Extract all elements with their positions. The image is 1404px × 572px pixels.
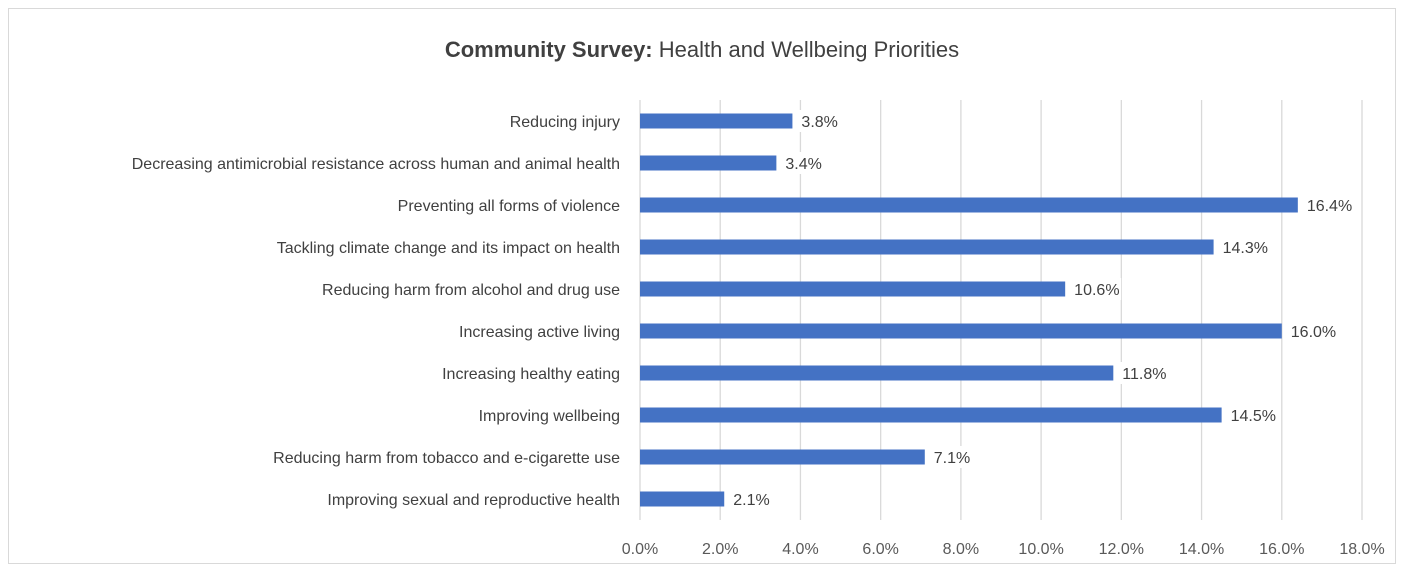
category-label: Improving sexual and reproductive health bbox=[327, 492, 620, 509]
data-label: 2.1% bbox=[733, 492, 769, 509]
category-label: Preventing all forms of violence bbox=[398, 198, 620, 215]
category-label: Reducing harm from tobacco and e-cigaret… bbox=[273, 450, 620, 467]
data-label: 10.6% bbox=[1074, 282, 1119, 299]
x-tick-label: 18.0% bbox=[1339, 541, 1384, 558]
category-label: Tackling climate change and its impact o… bbox=[277, 240, 620, 257]
chart-title-rest: Health and Wellbeing Priorities bbox=[652, 37, 960, 62]
category-label: Reducing harm from alcohol and drug use bbox=[322, 282, 620, 299]
chart-title: Community Survey: Health and Wellbeing P… bbox=[0, 37, 1404, 63]
chart-title-bold: Community Survey: bbox=[444, 37, 653, 62]
x-tick-label: 4.0% bbox=[782, 541, 818, 558]
bar bbox=[640, 323, 1282, 339]
x-tick-labels: 0.0% 2.0% 4.0% 6.0% 8.0% 10.0% 12.0% 14.0% 16.0%… bbox=[622, 541, 1385, 558]
data-labels: 3.8% 3.4% 16.4% 14.3% 10.6% 16.0% 11.8% 14.5% 7.… bbox=[727, 110, 1354, 510]
data-label-bg bbox=[1216, 236, 1270, 258]
bar bbox=[640, 113, 793, 129]
data-label: 7.1% bbox=[934, 450, 970, 467]
data-label-bg bbox=[927, 446, 972, 468]
x-tick-label: 2.0% bbox=[702, 541, 738, 558]
data-label-bg bbox=[1116, 362, 1170, 384]
bar bbox=[640, 197, 1298, 213]
category-label: Increasing active living bbox=[459, 324, 620, 341]
category-label: Reducing injury bbox=[510, 114, 620, 131]
bar bbox=[640, 449, 925, 465]
x-tick-label: 16.0% bbox=[1259, 541, 1304, 558]
data-label-bg bbox=[1300, 194, 1354, 216]
data-label: 16.4% bbox=[1307, 198, 1352, 215]
category-labels: Reducing injury Decreasing antimicrobial … bbox=[132, 114, 620, 509]
data-label: 14.3% bbox=[1223, 240, 1268, 257]
data-label-bg bbox=[779, 152, 824, 174]
data-label: 14.5% bbox=[1231, 408, 1276, 425]
data-label-bg bbox=[727, 488, 772, 510]
x-tick-label: 0.0% bbox=[622, 541, 658, 558]
data-label: 11.8% bbox=[1122, 366, 1166, 383]
data-label-bg bbox=[1284, 320, 1338, 342]
category-label: Increasing healthy eating bbox=[442, 366, 620, 383]
x-tick-label: 8.0% bbox=[943, 541, 979, 558]
data-label-bg bbox=[1068, 278, 1122, 300]
bar bbox=[640, 407, 1222, 423]
bar bbox=[640, 239, 1214, 255]
bars bbox=[640, 113, 1298, 507]
bar bbox=[640, 155, 777, 171]
data-label-bg bbox=[1224, 404, 1278, 426]
data-label: 3.8% bbox=[801, 114, 837, 131]
data-label: 3.4% bbox=[785, 156, 821, 173]
x-tick-label: 10.0% bbox=[1018, 541, 1063, 558]
bar bbox=[640, 365, 1114, 381]
x-tick-label: 14.0% bbox=[1179, 541, 1224, 558]
category-label: Decreasing antimicrobial resistance acro… bbox=[132, 156, 620, 173]
data-label: 16.0% bbox=[1291, 324, 1336, 341]
x-tick-label: 6.0% bbox=[862, 541, 898, 558]
data-label-bg bbox=[795, 110, 840, 132]
bar bbox=[640, 281, 1066, 297]
bar bbox=[640, 491, 725, 507]
x-tick-label: 12.0% bbox=[1099, 541, 1144, 558]
category-label: Improving wellbeing bbox=[479, 408, 620, 425]
